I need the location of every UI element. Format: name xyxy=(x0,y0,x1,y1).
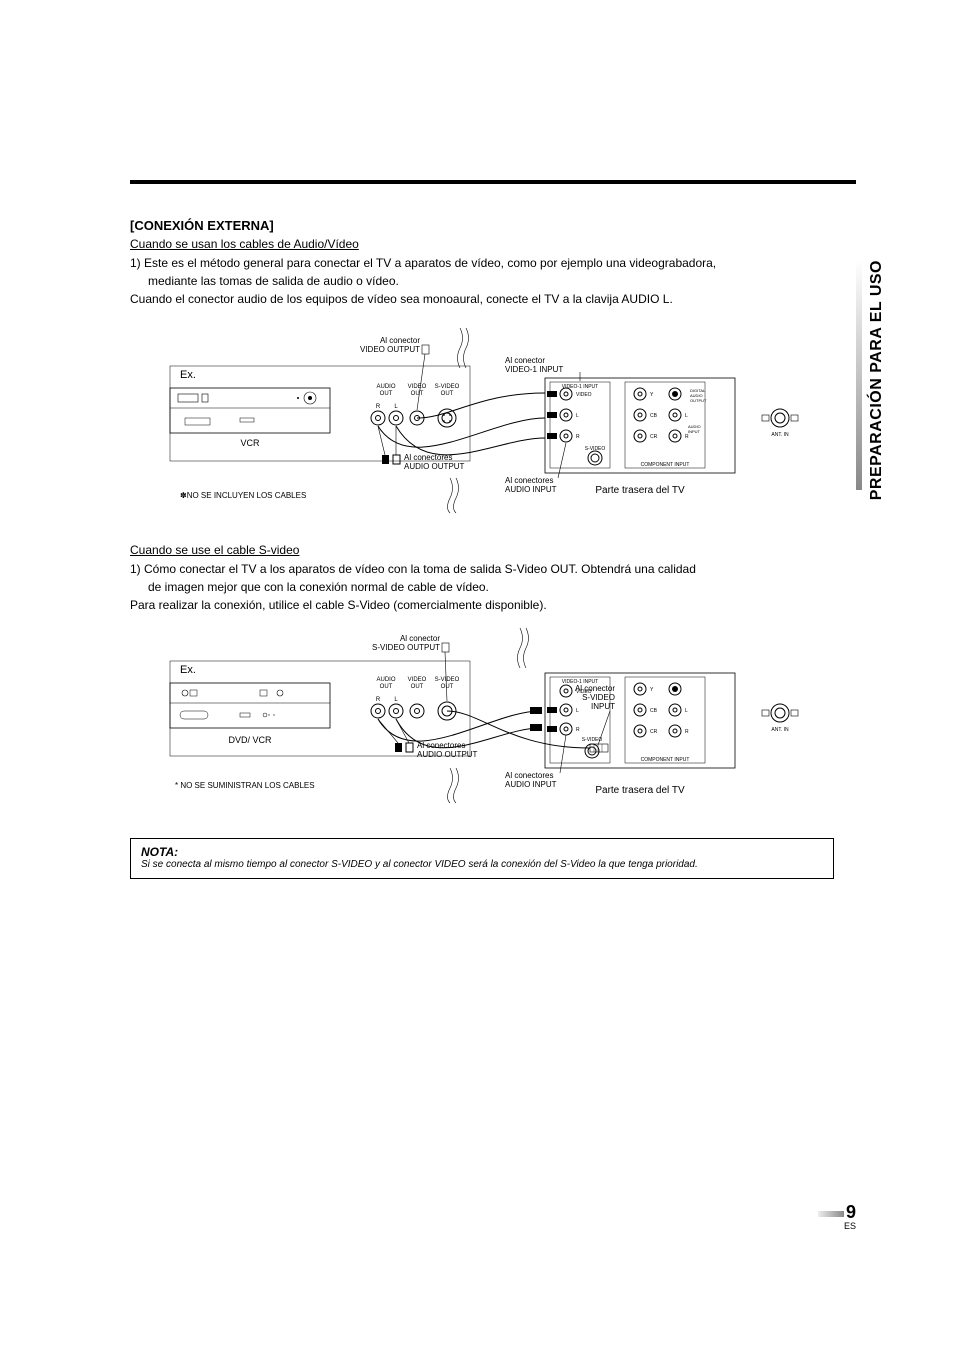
svg-text:R: R xyxy=(576,727,580,733)
svg-text:L: L xyxy=(685,413,688,419)
svg-text:L: L xyxy=(394,404,398,410)
svg-text:OUT: OUT xyxy=(380,391,393,397)
svg-text:* NO SE SUMINISTRAN LOS CABLES: * NO SE SUMINISTRAN LOS CABLES xyxy=(175,781,315,790)
page: PREPARACIÓN PARA EL USO [CONEXIÓN EXTERN… xyxy=(0,0,954,1351)
diagram-1: Ex. VCR AUDIO OUT VIDEO OUT S-VIDEO xyxy=(150,318,830,523)
svg-text:R: R xyxy=(376,697,381,703)
svg-text:Al conectores: Al conectores xyxy=(417,741,465,750)
svg-text:Ex.: Ex. xyxy=(180,664,196,676)
svg-text:Parte trasera del TV: Parte trasera del TV xyxy=(595,785,685,796)
svg-text:Y: Y xyxy=(650,392,654,398)
top-rule xyxy=(130,180,856,184)
svg-text:CR: CR xyxy=(650,729,658,735)
svg-text:Al conector: Al conector xyxy=(400,634,440,643)
sub2-heading: Cuando se use el cable S-video xyxy=(130,543,834,557)
sub2-p1b: de imagen mejor que con la conexión norm… xyxy=(130,579,834,595)
svg-text:OUT: OUT xyxy=(411,684,424,690)
svg-text:L: L xyxy=(576,413,579,419)
svg-text:AUDIO: AUDIO xyxy=(376,384,395,390)
svg-text:COMPONENT INPUT: COMPONENT INPUT xyxy=(641,462,690,468)
sub1-p1b: mediante las tomas de salida de audio o … xyxy=(130,273,834,289)
svg-text:Al conector: Al conector xyxy=(575,684,615,693)
sub2-p1a: 1) Cómo conectar el TV a los aparatos de… xyxy=(130,561,834,577)
svg-text:COMPONENT INPUT: COMPONENT INPUT xyxy=(641,757,690,763)
page-number: 9 xyxy=(846,1202,856,1222)
svg-text:Al conector: Al conector xyxy=(505,356,545,365)
svg-text:VIDEO-1 INPUT: VIDEO-1 INPUT xyxy=(505,365,563,374)
svg-text:VIDEO: VIDEO xyxy=(408,384,427,390)
side-tab: PREPARACIÓN PARA EL USO xyxy=(868,260,886,500)
svg-text:AUDIO OUTPUT: AUDIO OUTPUT xyxy=(404,462,465,471)
svg-text:L: L xyxy=(394,697,398,703)
footer: 9 ES xyxy=(818,1202,856,1231)
note-title: NOTA: xyxy=(141,845,823,859)
sub1-p2: Cuando el conector audio de los equipos … xyxy=(130,291,834,307)
svg-text:OUT: OUT xyxy=(441,684,454,690)
svg-text:AUDIO INPUT: AUDIO INPUT xyxy=(505,485,557,494)
svg-text:Al conectores: Al conectores xyxy=(505,771,553,780)
diagram-2: Ex. DVD/ VCR AUDIO OUT VIDEO OUT xyxy=(150,623,830,818)
page-lang: ES xyxy=(818,1221,856,1231)
svg-text:AUDIO INPUT: AUDIO INPUT xyxy=(505,780,557,789)
sub1-p1a: 1) Este es el método general para conect… xyxy=(130,255,834,271)
sub1-heading: Cuando se usan los cables de Audio/Vídeo xyxy=(130,237,834,251)
svg-text:L: L xyxy=(576,708,579,714)
d1-tv-rear: Parte trasera del TV xyxy=(595,485,685,496)
svg-text:AUDIO OUTPUT: AUDIO OUTPUT xyxy=(417,750,478,759)
side-gradient xyxy=(856,260,862,490)
svg-text:VIDEO: VIDEO xyxy=(408,677,427,683)
svg-text:S-VIDEO OUTPUT: S-VIDEO OUTPUT xyxy=(372,643,440,652)
svg-text:L: L xyxy=(685,708,688,714)
svg-text:OUT: OUT xyxy=(411,391,424,397)
svg-text:S-VIDEO: S-VIDEO xyxy=(435,677,460,683)
svg-text:Al conectores: Al conectores xyxy=(505,476,553,485)
svg-text:DVD/ VCR: DVD/ VCR xyxy=(228,735,272,745)
d1-nocables: ✽NO SE INCLUYEN LOS CABLES xyxy=(180,491,306,500)
svg-text:Y: Y xyxy=(650,687,654,693)
content: [CONEXIÓN EXTERNA] Cuando se usan los ca… xyxy=(130,218,834,879)
svg-text:VIDEO-1 INPUT: VIDEO-1 INPUT xyxy=(562,384,598,390)
svg-text:OUT: OUT xyxy=(380,684,393,690)
note-box: NOTA: Si se conecta al mismo tiempo al c… xyxy=(130,838,834,879)
svg-text:INPUT: INPUT xyxy=(591,702,615,711)
svg-text:INPUT: INPUT xyxy=(688,429,701,434)
svg-text:CR: CR xyxy=(650,434,658,440)
svg-text:CB: CB xyxy=(650,708,658,714)
svg-text:ANT. IN: ANT. IN xyxy=(771,727,789,733)
svg-text:VIDEO OUTPUT: VIDEO OUTPUT xyxy=(360,345,420,354)
svg-text:CB: CB xyxy=(650,413,658,419)
svg-text:OUTPUT: OUTPUT xyxy=(690,398,707,403)
note-text: Si se conecta al mismo tiempo al conecto… xyxy=(141,859,823,870)
svg-text:AUDIO: AUDIO xyxy=(376,677,395,683)
svg-text:VIDEO: VIDEO xyxy=(576,392,592,398)
svg-text:R: R xyxy=(685,729,689,735)
svg-text:ANT. IN: ANT. IN xyxy=(771,432,789,438)
svg-text:S-VIDEO: S-VIDEO xyxy=(435,384,460,390)
svg-text:S-VIDEO: S-VIDEO xyxy=(582,693,615,702)
svg-text:OUT: OUT xyxy=(441,391,454,397)
d1-device: VCR xyxy=(240,438,260,448)
footer-bar xyxy=(818,1211,844,1217)
svg-text:R: R xyxy=(376,404,381,410)
section-title: [CONEXIÓN EXTERNA] xyxy=(130,218,834,233)
d1-ex: Ex. xyxy=(180,369,196,381)
svg-text:R: R xyxy=(685,434,689,440)
svg-text:Al conector: Al conector xyxy=(380,336,420,345)
svg-text:R: R xyxy=(576,434,580,440)
sub2-p2: Para realizar la conexión, utilice el ca… xyxy=(130,597,834,613)
